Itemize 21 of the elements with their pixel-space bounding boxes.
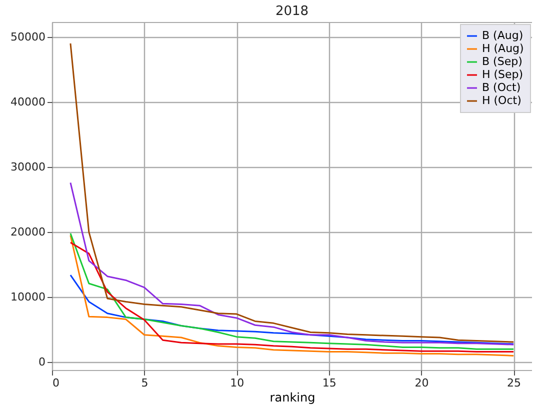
x-tick-label: 20 bbox=[414, 376, 429, 390]
x-tick-label: 25 bbox=[507, 376, 522, 390]
y-tick-label: 10000 bbox=[10, 290, 46, 304]
y-tick-label: 40000 bbox=[10, 96, 46, 109]
y-tick-label: 0 bbox=[38, 356, 46, 369]
y-tick-label: 50000 bbox=[10, 30, 46, 44]
legend-label: B (Oct) bbox=[482, 81, 521, 94]
legend-label: B (Sep) bbox=[482, 55, 522, 68]
legend-label: H (Oct) bbox=[482, 94, 522, 107]
y-tick-label: 30000 bbox=[10, 160, 46, 174]
line-series bbox=[70, 182, 514, 346]
legend-label: H (Sep) bbox=[482, 68, 524, 81]
x-tick-label: 5 bbox=[141, 376, 148, 390]
y-tick-label: 20000 bbox=[10, 226, 46, 239]
x-axis-title: ranking bbox=[270, 390, 316, 404]
legend-label: B (Aug) bbox=[482, 29, 524, 42]
x-tick-label: 0 bbox=[52, 376, 60, 390]
x-tick-label: 10 bbox=[230, 376, 244, 390]
x-tick-label: 15 bbox=[322, 376, 336, 390]
legend-label: H (Aug) bbox=[482, 42, 524, 55]
chart-title: 2018 bbox=[275, 4, 309, 19]
